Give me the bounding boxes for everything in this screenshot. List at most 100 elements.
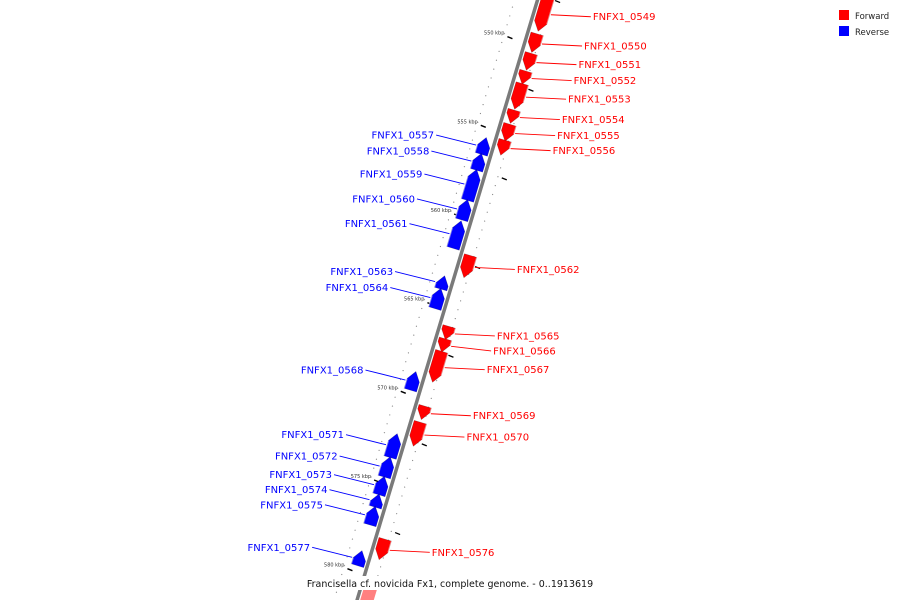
gene-label-fnfx1_0555[interactable]: FNFX1_0555 [557,131,620,142]
gene-fnfx1_0555[interactable] [501,122,517,142]
caption-bg [300,576,600,590]
gene-fnfx1_0561[interactable] [446,220,466,251]
gene-fnfx1_0575[interactable] [363,505,380,528]
gene-label-fnfx1_0575[interactable]: FNFX1_0575 [260,500,323,511]
gene-fnfx1_0567[interactable] [428,349,449,383]
gene-label-fnfx1_0574[interactable]: FNFX1_0574 [265,485,328,496]
gene-fnfx1_0564[interactable] [428,287,445,311]
scale-dot [461,174,463,177]
scale-dot [433,388,435,391]
scale-dot [477,121,479,123]
gene-label-fnfx1_0564[interactable]: FNFX1_0564 [326,283,389,294]
gene-label-fnfx1_0562[interactable]: FNFX1_0562 [517,265,580,276]
scale-dot [502,158,504,160]
gene-fnfx1_0571[interactable] [383,433,402,460]
gene-label-fnfx1_0550[interactable]: FNFX1_0550 [584,42,647,53]
leader-line [515,133,556,137]
gene-label-fnfx1_0568[interactable]: FNFX1_0568 [301,366,364,377]
gene-highlight [362,513,368,524]
gene-label-fnfx1_0577[interactable]: FNFX1_0577 [247,543,310,554]
gene-highlight [433,282,437,288]
gene-label-fnfx1_0559[interactable]: FNFX1_0559 [360,170,423,181]
leader-line [451,345,492,352]
gene-fnfx1_0566[interactable] [437,336,453,353]
gene-label-fnfx1_0558[interactable]: FNFX1_0558 [367,147,430,158]
gene-highlight [440,352,449,376]
gene-fnfx1_0558[interactable] [469,152,486,173]
leader-line [390,287,431,298]
tick-mark-570 [400,390,407,394]
gene-label-fnfx1_0572[interactable]: FNFX1_0572 [275,452,338,463]
scale-dot [375,458,378,460]
gene-fnfx1_0554[interactable] [506,107,521,124]
gene-fnfx1_0557[interactable] [474,136,491,157]
scale-dot [357,520,359,522]
gene-fnfx1_0577[interactable] [350,550,366,568]
scale-dot [442,236,444,239]
leader-line [333,474,375,486]
gene-fnfx1_0576[interactable] [375,537,392,561]
gene-label-fnfx1_0576[interactable]: FNFX1_0576 [432,548,495,559]
scale-dot [398,504,400,506]
scale-dot [397,387,399,389]
gene-fnfx1_0550[interactable] [527,31,544,53]
gene-fnfx1_0565[interactable] [441,324,456,341]
gene-fnfx1_0569[interactable] [417,404,432,421]
gene-fnfx1_0549[interactable] [534,0,555,32]
scale-dot [418,316,420,318]
gene-label-fnfx1_0556[interactable]: FNFX1_0556 [553,146,616,157]
gene-label-fnfx1_0549[interactable]: FNFX1_0549 [593,12,656,23]
gene-fnfx1_0553[interactable] [510,81,529,110]
legend-reverse-label: Reverse [855,28,889,38]
gene-fnfx1_0551[interactable] [522,51,538,71]
leader-line [329,489,370,501]
gene-fnfx1_0573[interactable] [372,475,389,498]
gene-fnfx1_0562[interactable] [460,253,478,279]
minor-tick-560 [501,177,508,181]
legend-forward-label: Forward [855,12,889,22]
scale-dot [498,50,500,52]
gene-label-fnfx1_0551[interactable]: FNFX1_0551 [578,60,641,71]
gene-label-fnfx1_0570[interactable]: FNFX1_0570 [466,433,529,444]
gene-highlight [513,125,518,135]
scale-dot [457,309,459,311]
leader-line [430,413,471,417]
gene-highlight [460,176,469,199]
leader-line [416,198,458,210]
gene-fnfx1_0560[interactable] [454,199,472,223]
legend-forward-swatch [839,10,849,20]
gene-label-fnfx1_0569[interactable]: FNFX1_0569 [473,411,536,422]
scale-dot [506,24,508,26]
gene-fnfx1_0568[interactable] [403,370,420,393]
gene-highlight [421,423,428,440]
gene-label-fnfx1_0566[interactable]: FNFX1_0566 [493,346,556,357]
gene-fnfx1_0563[interactable] [434,275,449,292]
gene-label-fnfx1_0573[interactable]: FNFX1_0573 [269,470,332,481]
gene-label-fnfx1_0567[interactable]: FNFX1_0567 [487,365,550,376]
leader-line [312,546,353,558]
scale-dot [476,247,478,249]
gene-label-fnfx1_0561[interactable]: FNFX1_0561 [345,219,408,230]
gene-label-fnfx1_0560[interactable]: FNFX1_0560 [352,194,415,205]
gene-label-fnfx1_0552[interactable]: FNFX1_0552 [574,76,637,87]
gene-fnfx1_0570[interactable] [409,420,428,447]
gene-fnfx1_0552[interactable] [518,68,533,85]
gene-fnfx1_0556[interactable] [496,138,512,156]
scale-dot [406,477,408,479]
gene-highlight [534,55,539,64]
gene-label-fnfx1_0565[interactable]: FNFX1_0565 [497,331,560,342]
scale-dot [434,263,436,265]
gene-fnfx1_0572[interactable] [377,456,395,480]
leader-line [526,96,567,100]
gene-label-fnfx1_0554[interactable]: FNFX1_0554 [562,115,625,126]
gene-label-fnfx1_0571[interactable]: FNFX1_0571 [281,430,344,441]
gene-fnfx1_0574[interactable] [368,493,383,510]
leader-line [389,549,430,553]
gene-fnfx1_0559[interactable] [460,168,481,203]
scale-dot [450,210,452,212]
gene-label-fnfx1_0557[interactable]: FNFX1_0557 [371,131,434,142]
gene-label-fnfx1_0563[interactable]: FNFX1_0563 [330,267,393,278]
minor-tick-550 [554,0,561,4]
gene-label-fnfx1_0553[interactable]: FNFX1_0553 [568,95,631,106]
scale-dot [454,318,456,320]
